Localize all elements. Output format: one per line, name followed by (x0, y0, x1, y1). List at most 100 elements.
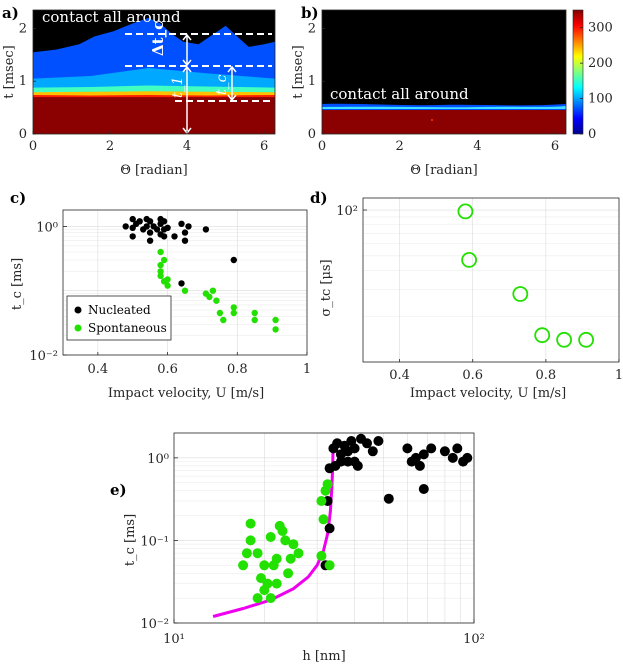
x-tick-label: 10² (463, 632, 485, 647)
nucleated-point (129, 215, 136, 223)
panel-c: c) 0.4 0.6 0.8 1 10⁻² 10⁰ Nucleated Spontaneo… (10, 189, 311, 401)
tc-label: t_c (214, 74, 230, 95)
panel-b: b) contact all around 0 2 4 6 0 1 2 Θ [radian]… (291, 4, 613, 178)
spontaneous-point (318, 514, 329, 525)
t1-label: t_1 (170, 76, 186, 98)
y-tick-label: 10⁰ (147, 452, 169, 467)
nucleated-point (202, 226, 210, 233)
spontaneous-point (265, 593, 276, 604)
panel-c-legend: Nucleated Spontaneous (66, 295, 172, 341)
contact-band (33, 97, 275, 134)
legend-marker-spontaneous (74, 324, 82, 332)
y-tick-label: 10⁻¹ (140, 534, 169, 549)
nucleated-point (324, 523, 335, 534)
y-tick-label: 10² (336, 204, 358, 219)
spontaneous-point (316, 496, 327, 506)
y-tick-label: 1 (19, 74, 27, 89)
panel-e: e) 10¹ 10² 10⁻² 10⁻¹ 10⁰ h [nm] t_c [ms] (110, 432, 485, 664)
sigma-point (578, 331, 594, 348)
nucleated-point (181, 229, 189, 236)
panel-d-points (457, 203, 594, 348)
panel-c-axes: 0.4 0.6 0.8 1 10⁻² 10⁰ (29, 220, 311, 377)
spontaneous-point (157, 261, 164, 269)
x-tick-label: 0 (318, 139, 326, 154)
x-tick-label: 0 (29, 139, 37, 154)
spontaneous-point (283, 568, 294, 579)
panel-d-frame (362, 197, 620, 363)
spontaneous-point (251, 309, 258, 317)
spontaneous-point (251, 316, 258, 324)
panel-a-xlabel: Θ [radian] (120, 163, 188, 178)
x-tick-label: 1 (615, 368, 623, 383)
nucleated-point (414, 460, 425, 471)
sigma-point (461, 251, 478, 268)
spontaneous-point (238, 560, 249, 571)
panel-b-frame (321, 9, 567, 135)
spontaneous-point (157, 248, 164, 256)
x-tick-label: 2 (106, 139, 114, 154)
nucleated-point (230, 256, 237, 264)
panel-d: d) 0.4 0.6 0.8 1 10² Impact velocity, U [m/s… (310, 189, 623, 401)
nucleated-point (418, 484, 429, 494)
spontaneous-point (213, 297, 220, 304)
spontaneous-point (268, 560, 279, 571)
y-tick-label: 0 (308, 127, 316, 142)
nucleated-point (367, 446, 378, 457)
x-tick-label: 4 (183, 139, 191, 154)
panel-a-axes: 0 2 4 6 0 1 2 (19, 21, 269, 154)
x-tick-label: 2 (396, 139, 404, 154)
spontaneous-point (157, 272, 164, 280)
panel-b-axes: 0 2 4 6 0 1 2 (308, 21, 559, 154)
nucleated-point (160, 233, 168, 240)
nucleated-point (439, 446, 450, 457)
panel-e-axes: 10¹ 10² 10⁻² 10⁻¹ 10⁰ (140, 452, 485, 647)
spontaneous-point (241, 548, 252, 559)
colorbar-tick-label: 300 (588, 21, 613, 36)
panel-e-points (212, 433, 473, 618)
spontaneous-point (181, 287, 189, 294)
spontaneous-point (259, 560, 270, 571)
nucleated-point (402, 443, 413, 454)
panel-c-frame (62, 209, 308, 356)
nucleated-point (383, 493, 394, 504)
delta-tc-label: Δt_c (149, 21, 167, 56)
panel-a-bands (33, 17, 275, 134)
spontaneous-point (206, 293, 213, 301)
panel-e-letter: e) (110, 481, 127, 499)
spontaneous-point (157, 268, 164, 275)
x-tick-label: 0.8 (227, 362, 248, 377)
delta-tc-arrowheads (182, 33, 192, 67)
colorbar-tick-label: 0 (588, 127, 596, 142)
spontaneous-point (272, 326, 279, 333)
colorbar (572, 9, 584, 135)
nucleated-point (349, 456, 360, 467)
legend-box (66, 295, 172, 341)
x-tick-label: 6 (551, 139, 559, 154)
x-tick-label: 0.6 (462, 368, 483, 383)
x-tick-label: 1 (303, 362, 311, 377)
panel-c-xlabel: Impact velocity, U [m/s] (108, 386, 264, 401)
spontaneous-point (164, 282, 171, 289)
spontaneous-point (316, 550, 327, 561)
panel-b-heatmap (322, 10, 566, 134)
panel-d-grid (363, 198, 619, 363)
spontaneous-point (230, 304, 237, 311)
colorbar-tick-label: 100 (588, 92, 613, 107)
nucleated-point (373, 436, 384, 446)
panel-e-grid (174, 432, 474, 624)
nucleated-point (143, 223, 150, 230)
nucleated-point (164, 224, 171, 231)
spontaneous-point (322, 479, 333, 490)
spontaneous-point (271, 578, 282, 589)
spontaneous-point (288, 539, 299, 550)
panel-d-ylabel: σ_tc [μs] (319, 259, 334, 316)
spontaneous-point (265, 532, 276, 542)
panel-d-axes: 0.4 0.6 0.8 1 10² (336, 204, 623, 383)
nucleated-point (146, 237, 154, 244)
panel-c-points (122, 215, 279, 333)
sigma-point (556, 331, 572, 348)
nucleated-point (146, 229, 154, 236)
x-tick-label: 0.4 (389, 368, 410, 383)
y-tick-label: 10⁻² (29, 349, 58, 364)
panel-a-letter: a) (2, 4, 19, 22)
